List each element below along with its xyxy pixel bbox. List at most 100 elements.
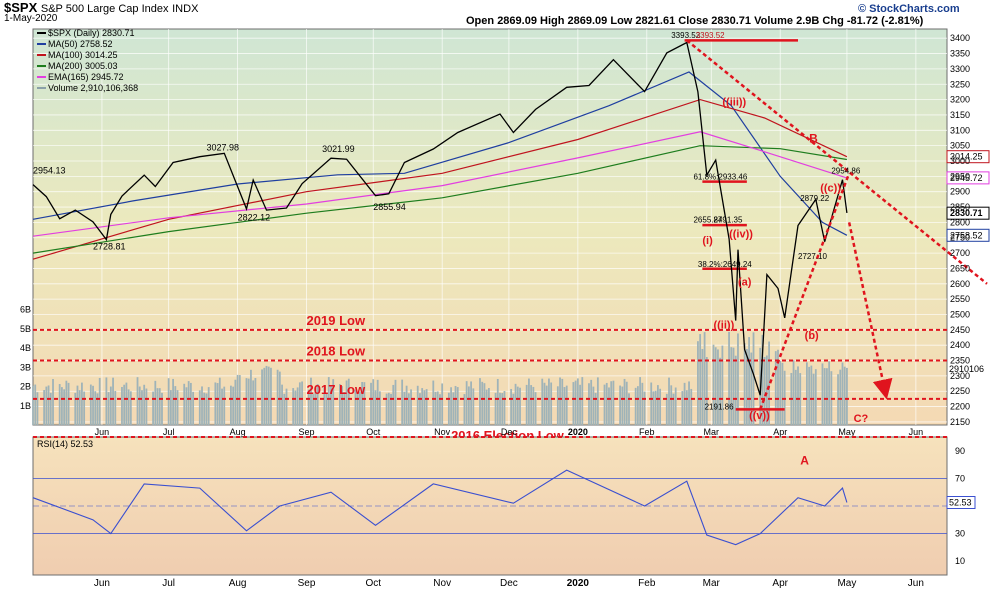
ema165-line bbox=[32, 131, 848, 237]
month-tick-label: Sep bbox=[298, 578, 316, 589]
volume-bar bbox=[501, 393, 504, 425]
volume-bar bbox=[479, 378, 481, 425]
annotation-label: (a) bbox=[738, 276, 752, 288]
volume-tick-label: 6B bbox=[20, 305, 31, 315]
volume-bar bbox=[777, 349, 779, 425]
volume-bar bbox=[78, 390, 81, 425]
volume-bar bbox=[341, 386, 344, 425]
volume-bar bbox=[401, 379, 404, 425]
rsi-tick-label: 90 bbox=[955, 446, 965, 456]
volume-bar bbox=[463, 394, 466, 425]
volume-bar bbox=[107, 392, 110, 425]
volume-bar bbox=[559, 377, 561, 425]
rsi-title: RSI(14) 52.53 bbox=[37, 439, 93, 449]
volume-bar bbox=[385, 393, 388, 425]
price-series bbox=[32, 41, 848, 396]
volume-bar bbox=[232, 386, 235, 425]
chg-value: -81.72 (-2.81%) bbox=[846, 15, 924, 27]
volume-bar bbox=[405, 385, 408, 425]
annotation-label: 2954.86 bbox=[831, 166, 860, 175]
price-tick-label: 2750 bbox=[950, 233, 970, 243]
volume-bar bbox=[285, 388, 288, 425]
volume-bar bbox=[737, 333, 739, 425]
volume-bar bbox=[263, 367, 266, 425]
volume-bar bbox=[697, 341, 699, 425]
volume-tick-label: 3B bbox=[20, 362, 31, 372]
price-tick-label: 3250 bbox=[950, 79, 970, 89]
volume-bar bbox=[143, 384, 146, 425]
volume-bar bbox=[114, 390, 117, 425]
volume-bar bbox=[145, 388, 148, 425]
volume-bar bbox=[169, 390, 172, 425]
volume-bar bbox=[743, 343, 746, 425]
volume-bar bbox=[572, 382, 575, 425]
rsi-wave-label: A bbox=[800, 454, 809, 468]
volume-bar bbox=[512, 393, 515, 425]
volume-bar bbox=[532, 386, 535, 425]
price-tick-label: 2150 bbox=[950, 417, 970, 427]
volume-bar bbox=[603, 384, 606, 425]
annotation-label: ((v)) bbox=[749, 410, 770, 422]
volume-bar bbox=[768, 341, 770, 425]
volume-bar bbox=[96, 393, 99, 425]
volume-bar bbox=[372, 379, 375, 425]
volume-bar bbox=[467, 386, 470, 425]
legend-label: MA(100) 3014.25 bbox=[48, 50, 118, 60]
volume-bar bbox=[434, 391, 437, 425]
volume-bar bbox=[843, 366, 846, 425]
volume-bar bbox=[652, 391, 655, 425]
exchange: INDX bbox=[172, 3, 199, 15]
annotation-label: 2791.35 bbox=[713, 215, 742, 224]
volume-bar bbox=[36, 392, 39, 425]
volume-bar bbox=[174, 386, 177, 425]
volume-bar bbox=[550, 382, 553, 425]
volume-bar bbox=[187, 381, 190, 425]
annotation-label: ((c)) bbox=[820, 183, 841, 195]
month-tick-label: Apr bbox=[772, 578, 788, 589]
volume-bar bbox=[47, 385, 50, 425]
volume-bar bbox=[654, 390, 657, 425]
volume-bar bbox=[283, 393, 286, 425]
value-tag bbox=[946, 171, 990, 185]
volume-bar bbox=[354, 389, 357, 425]
volume-bar bbox=[185, 387, 188, 425]
volume-bar bbox=[565, 385, 568, 425]
annotation-label: 2728.81 bbox=[93, 241, 126, 251]
price-tick-label: 2950 bbox=[950, 171, 970, 181]
volume-bar bbox=[201, 386, 203, 425]
volume-bar bbox=[310, 377, 312, 425]
support-label: 2018 Low bbox=[307, 344, 366, 359]
rsi-value-label: 52.53 bbox=[949, 498, 972, 508]
volume-bar bbox=[808, 366, 811, 425]
value-tag-label: 2758.52 bbox=[950, 230, 983, 240]
month-tick-label: Jun bbox=[909, 427, 924, 437]
brand-logo: © StockCharts.com bbox=[858, 3, 960, 15]
price-tick-label: 2300 bbox=[950, 371, 970, 381]
month-tick-label: Aug bbox=[230, 427, 246, 437]
value-tag-label: 3014.25 bbox=[950, 152, 983, 162]
volume-bar bbox=[792, 360, 795, 425]
annotation-label: (b) bbox=[805, 330, 819, 342]
chg-label: Chg bbox=[822, 15, 844, 27]
volume-bar bbox=[779, 360, 782, 425]
trend-lines bbox=[686, 39, 988, 410]
volume-bar bbox=[32, 385, 34, 425]
volume-label: Volume bbox=[754, 15, 794, 27]
volume-bar bbox=[281, 384, 283, 425]
volume-bar bbox=[621, 386, 624, 425]
volume-bar bbox=[590, 379, 593, 425]
volume-bar bbox=[799, 373, 802, 425]
volume-bar bbox=[49, 392, 52, 425]
annotation-label: C? bbox=[854, 413, 869, 425]
volume-bar bbox=[127, 389, 130, 425]
volume-bar bbox=[456, 387, 459, 425]
volume-bar bbox=[483, 383, 486, 425]
volume-bar bbox=[728, 331, 730, 425]
volume-bar bbox=[665, 393, 668, 425]
annotation-label: 2822.12 bbox=[238, 213, 271, 223]
annotation-label: 2655.84 bbox=[693, 215, 722, 224]
volume-bar bbox=[403, 391, 406, 425]
volume-bar bbox=[83, 391, 86, 425]
legend-label: MA(200) 3005.03 bbox=[48, 61, 118, 71]
month-tick-label: Jun bbox=[95, 427, 110, 437]
